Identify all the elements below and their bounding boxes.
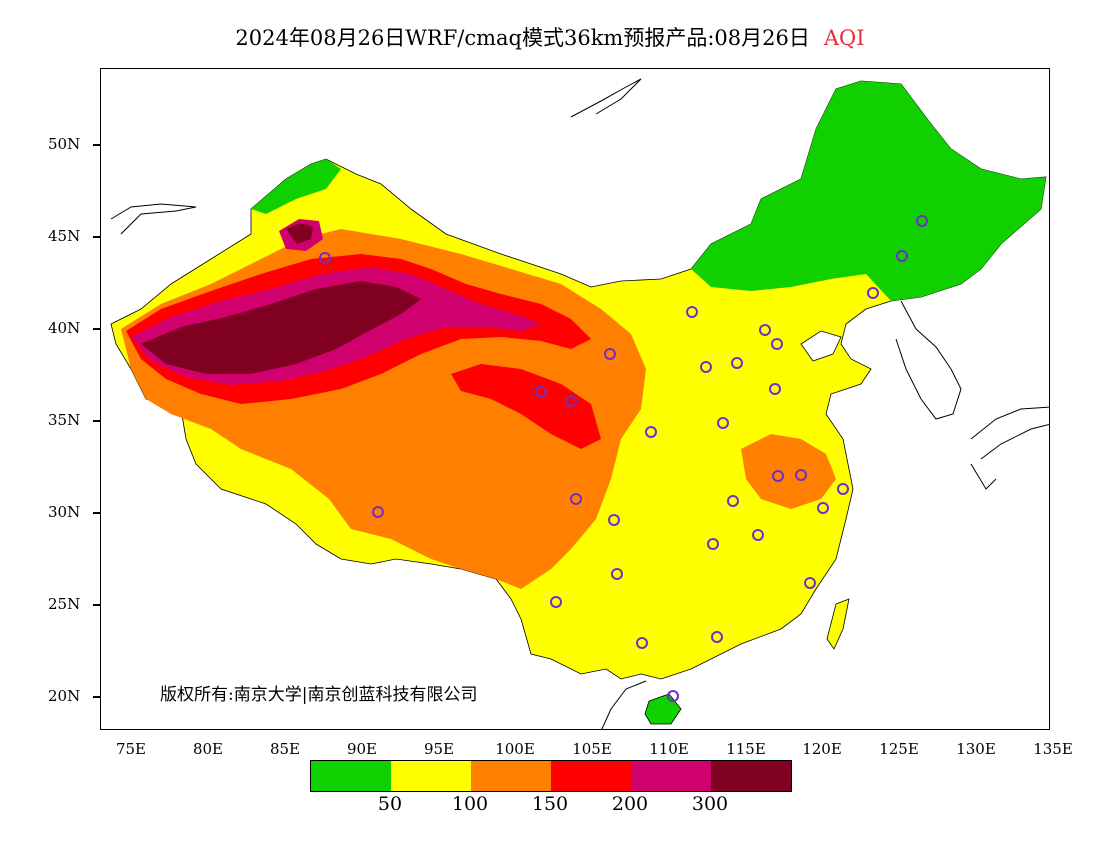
lat-label: 45N [48,227,81,245]
lon-label: 125E [879,740,919,758]
legend-swatch [631,761,711,791]
vietnam-outline [601,680,647,729]
city-marker [570,493,582,505]
city-marker [550,596,562,608]
city-marker [645,426,657,438]
lon-label: 85E [269,740,301,758]
city-marker [717,417,729,429]
northeast-good [691,81,1046,301]
map-frame [100,68,1050,730]
legend-threshold: 200 [611,793,649,815]
lon-label: 130E [956,740,996,758]
city-markers [319,215,928,702]
legend-threshold: 300 [691,793,729,815]
city-marker [372,506,384,518]
legend-swatch [311,761,391,791]
city-marker [896,250,908,262]
lat-label: 50N [48,135,81,153]
legend-threshold: 150 [531,793,569,815]
city-marker [535,386,547,398]
aqi-legend [310,760,792,792]
title-text: 2024年08月26日WRF/cmaq模式36km预报产品:08月26日 [235,26,810,50]
copyright-notice: 版权所有:南京大学|南京创蓝科技有限公司 [160,685,478,705]
city-marker [686,306,698,318]
pollutant-label: AQI [823,26,865,50]
lon-label: 80E [192,740,224,758]
city-marker [759,324,771,336]
city-marker [604,348,616,360]
map-title: 2024年08月26日WRF/cmaq模式36km预报产品:08月26日 AQI [0,22,1100,52]
lat-label: 20N [48,687,81,705]
lat-tick [93,236,100,238]
taiwan [826,598,850,650]
legend-threshold: 50 [377,793,403,815]
lat-tick [93,512,100,514]
lon-label: 135E [1033,740,1073,758]
japan-outline [970,406,1049,490]
lon-label: 120E [802,740,842,758]
baikal-outline [570,78,642,118]
city-marker [804,577,816,589]
city-marker [772,470,784,482]
city-marker [667,690,679,702]
bohai-sea [800,330,842,362]
city-marker [752,529,764,541]
qinghai-unhealthy [451,364,601,449]
legend-swatch [391,761,471,791]
city-marker [731,357,743,369]
lon-label: 105E [572,740,612,758]
city-marker [565,395,577,407]
lat-label: 40N [48,319,81,337]
lon-label: 100E [495,740,535,758]
lat-label: 30N [48,503,81,521]
legend-threshold: 100 [451,793,489,815]
lon-label: 90E [346,740,378,758]
lon-label: 95E [423,740,455,758]
lat-tick [93,696,100,698]
hainan [644,693,682,725]
lon-label: 115E [726,740,766,758]
city-marker [837,483,849,495]
lat-tick [93,604,100,606]
city-marker [727,495,739,507]
legend-swatch [711,761,791,791]
east-unhealthy-sensitive [741,434,836,509]
lon-label: 110E [649,740,689,758]
city-marker [636,637,648,649]
city-marker [769,383,781,395]
legend-swatch [551,761,631,791]
taklimakan-hazardous [141,281,421,374]
city-marker [867,287,879,299]
city-marker [771,338,783,350]
lat-tick [93,420,100,422]
lat-tick [93,328,100,330]
city-marker [611,568,623,580]
city-marker [700,361,712,373]
junggar-hazardous [286,223,313,244]
city-marker [795,469,807,481]
city-marker [916,215,928,227]
city-marker [707,538,719,550]
lat-label: 35N [48,411,81,429]
lat-tick [93,144,100,146]
city-marker [319,252,331,264]
korea-outline [895,300,962,420]
legend-swatch [471,761,551,791]
northwest-good [251,159,341,214]
city-marker [817,502,829,514]
lat-label: 25N [48,595,81,613]
lon-label: 75E [115,740,147,758]
city-marker [711,631,723,643]
city-marker [608,514,620,526]
kazakhstan-outline [110,203,197,235]
aqi-map [110,78,1049,729]
